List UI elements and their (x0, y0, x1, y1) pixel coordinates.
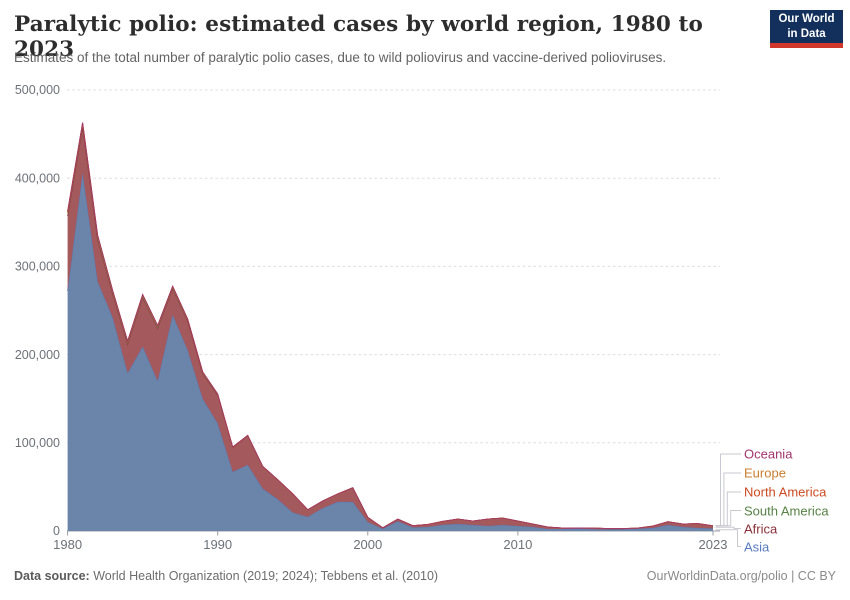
legend-item-south_america[interactable]: South America (744, 503, 829, 518)
legend-connector-oceania (715, 453, 741, 527)
x-axis-label: 2023 (699, 537, 728, 552)
x-axis-label: 2010 (503, 537, 532, 552)
owid-logo-line1: Our World (778, 13, 835, 26)
page-subtitle: Estimates of the total number of paralyt… (14, 50, 667, 65)
footer-license[interactable]: CC BY (797, 569, 836, 583)
legend-item-asia[interactable]: Asia (744, 539, 770, 554)
owid-logo[interactable]: Our World in Data (770, 10, 843, 48)
owid-logo-line2: in Data (787, 27, 826, 40)
y-axis-label: 300,000 (15, 260, 60, 274)
area-asia[interactable] (67, 172, 714, 531)
y-axis-label: 400,000 (15, 171, 60, 185)
legend-connector-asia (715, 529, 741, 547)
y-axis-label: 500,000 (15, 83, 60, 97)
legend-item-africa[interactable]: Africa (744, 521, 778, 536)
y-axis-label: 0 (53, 524, 60, 538)
data-source-text: World Health Organization (2019; 2024); … (89, 569, 439, 583)
footer-separator: | (787, 569, 798, 583)
legend-item-north_america[interactable]: North America (744, 484, 827, 500)
legend-connector-africa (715, 526, 741, 529)
data-source-label: Data source: (14, 569, 90, 583)
x-axis-label: 2000 (353, 537, 382, 552)
legend-connector-south_america (715, 510, 741, 527)
legend-connector-north_america (715, 491, 741, 527)
x-axis-label: 1980 (53, 537, 82, 552)
area-line-oceania (67, 122, 714, 530)
data-source-note: Data source: World Health Organization (… (14, 569, 438, 583)
legend-item-oceania[interactable]: Oceania (744, 446, 793, 462)
footer-credits: OurWorldinData.org/polio | CC BY (647, 569, 836, 583)
x-axis-label: 1990 (203, 537, 232, 552)
legend-connector-europe (715, 472, 741, 527)
footer-link[interactable]: OurWorldinData.org/polio (646, 569, 788, 583)
legend-item-europe[interactable]: Europe (744, 465, 786, 481)
y-axis-label: 200,000 (15, 348, 60, 362)
y-axis-label: 100,000 (15, 436, 60, 450)
page-title: Paralytic polio: estimated cases by worl… (14, 12, 703, 62)
